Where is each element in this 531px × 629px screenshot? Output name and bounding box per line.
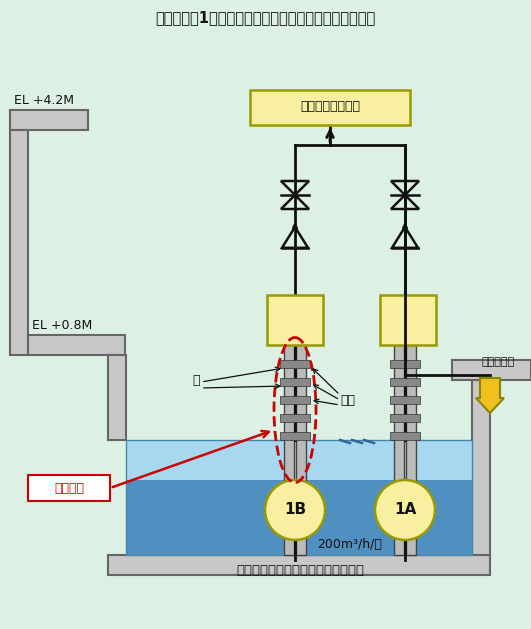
Bar xyxy=(390,360,420,368)
Bar xyxy=(28,475,110,501)
Bar xyxy=(28,335,125,355)
Circle shape xyxy=(265,480,325,540)
Bar xyxy=(280,414,310,422)
Text: 1B: 1B xyxy=(284,503,306,518)
Text: 総合排水処理装置: 総合排水処理装置 xyxy=(300,101,360,113)
Bar xyxy=(108,355,126,440)
Bar xyxy=(452,360,531,380)
Bar xyxy=(280,396,310,404)
Text: 1A: 1A xyxy=(394,503,416,518)
Bar xyxy=(280,378,310,386)
Text: １号タービン建家非常用排水ピット: １号タービン建家非常用排水ピット xyxy=(236,564,364,577)
Bar xyxy=(250,90,410,125)
Bar xyxy=(267,295,323,345)
Text: ２次系排水: ２次系排水 xyxy=(482,357,515,367)
Bar xyxy=(472,380,490,555)
Bar xyxy=(390,396,420,404)
Bar xyxy=(390,414,420,422)
Text: 200m³/h/台: 200m³/h/台 xyxy=(318,538,382,552)
Bar xyxy=(10,110,88,130)
Bar xyxy=(284,345,294,555)
Text: EL +0.8M: EL +0.8M xyxy=(32,319,92,332)
Bar xyxy=(280,432,310,440)
Text: 伊方発電所1号機　タービン建家非常用排水系統概略図: 伊方発電所1号機 タービン建家非常用排水系統概略図 xyxy=(155,11,375,26)
Bar xyxy=(390,378,420,386)
Bar xyxy=(126,480,472,555)
Bar xyxy=(390,432,420,440)
FancyArrow shape xyxy=(476,378,504,413)
Bar xyxy=(394,345,404,555)
Bar xyxy=(126,440,472,555)
Text: 当該箇所: 当該箇所 xyxy=(54,482,84,494)
Text: 軸受: 軸受 xyxy=(340,394,355,406)
Bar xyxy=(296,345,306,555)
Bar xyxy=(406,345,416,555)
Bar xyxy=(380,295,436,345)
Circle shape xyxy=(375,480,435,540)
Bar xyxy=(280,360,310,368)
Bar xyxy=(126,440,472,555)
Bar xyxy=(108,555,490,575)
Text: EL +4.2M: EL +4.2M xyxy=(14,94,74,107)
Bar xyxy=(10,130,28,355)
Text: 軸: 軸 xyxy=(193,374,200,386)
